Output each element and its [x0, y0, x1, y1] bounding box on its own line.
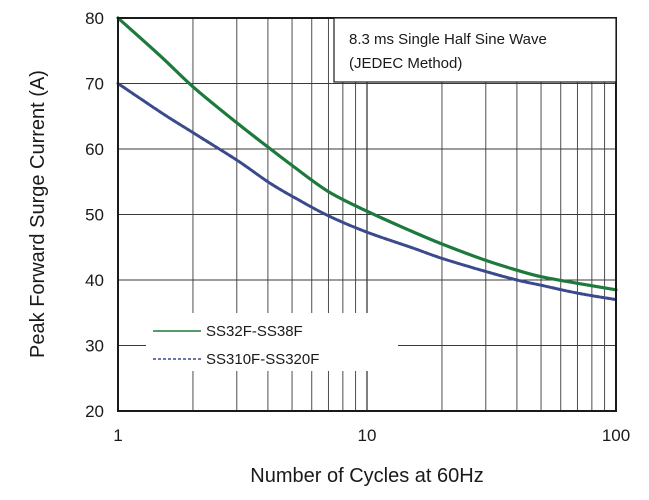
series-line-ss32f [116, 16, 618, 292]
legend-label-ss310f: SS310F-SS320F [206, 351, 319, 368]
x-tick-label: 1 [113, 426, 122, 445]
y-tick-label: 20 [85, 402, 104, 421]
x-axis-title: Number of Cycles at 60Hz [250, 465, 483, 487]
series-line-ss310f [116, 82, 618, 302]
y-tick-label: 80 [85, 9, 104, 28]
x-tick-label: 100 [602, 426, 630, 445]
legend: SS32F-SS38F SS310F-SS320F [146, 313, 398, 371]
y-axis-title: Peak Forward Surge Current (A) [27, 70, 49, 358]
annotation-line-1: 8.3 ms Single Half Sine Wave [349, 31, 547, 48]
annotation-box: 8.3 ms Single Half Sine Wave (JEDEC Meth… [333, 17, 617, 83]
annotation-line-2: (JEDEC Method) [349, 55, 462, 72]
x-tick-labels: 1 10 100 [113, 426, 630, 445]
series-layer [116, 16, 618, 302]
y-tick-label: 40 [85, 271, 104, 290]
y-tick-label: 60 [85, 140, 104, 159]
y-tick-label: 30 [85, 337, 104, 356]
y-tick-label: 50 [85, 206, 104, 225]
y-tick-label: 70 [85, 75, 104, 94]
x-tick-label: 10 [358, 426, 377, 445]
legend-label-ss32f: SS32F-SS38F [206, 323, 303, 340]
y-tick-labels: 20 30 40 50 60 70 80 [85, 9, 104, 421]
